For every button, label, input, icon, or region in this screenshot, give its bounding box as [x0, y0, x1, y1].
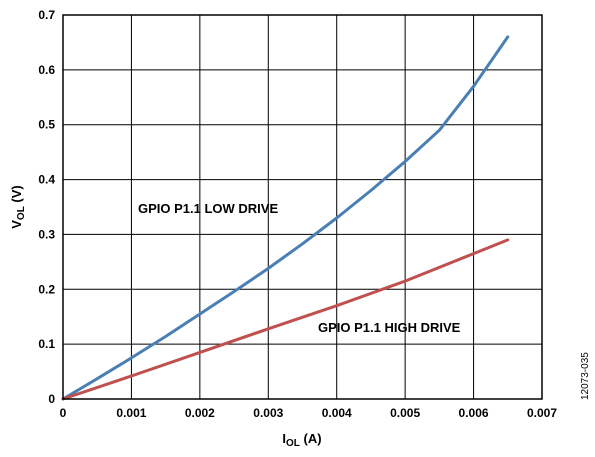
series-line-high-drive — [61, 238, 510, 401]
y-tick-label: 0.7 — [38, 8, 55, 22]
x-tick-label: 0.001 — [116, 406, 146, 420]
x-tick-label: 0 — [60, 406, 67, 420]
y-tick-label: 0 — [48, 392, 55, 406]
y-tick-label: 0.2 — [38, 282, 55, 296]
grid — [63, 15, 542, 399]
x-tick-label: 0.004 — [322, 406, 352, 420]
x-tick-label: 0.003 — [253, 406, 283, 420]
y-tick-label: 0.3 — [38, 227, 55, 241]
tick-labels: 0 0.001 0.002 0.003 0.004 0.005 0.006 0.007 0 0.1… — [38, 8, 557, 420]
plot-frame — [62, 14, 543, 400]
y-tick-label: 0.5 — [38, 118, 55, 132]
series-line-low-drive — [61, 35, 510, 401]
series-group — [61, 35, 510, 401]
y-tick-label: 0.6 — [38, 63, 55, 77]
x-tick-label: 0.005 — [390, 406, 420, 420]
annotation-high-drive: GPIO P1.1 HIGH DRIVE — [318, 320, 461, 335]
x-tick-label: 0.002 — [185, 406, 215, 420]
y-tick-label: 0.4 — [38, 173, 55, 187]
y-tick-label: 0.1 — [38, 337, 55, 351]
figure-id: 12073-035 — [580, 352, 591, 400]
x-tick-label: 0.007 — [527, 406, 557, 420]
y-axis-title: VOL (V) — [9, 185, 27, 229]
annotation-low-drive: GPIO P1.1 LOW DRIVE — [138, 201, 278, 216]
x-tick-label: 0.006 — [459, 406, 489, 420]
x-axis-title: IOL (A) — [282, 431, 321, 449]
